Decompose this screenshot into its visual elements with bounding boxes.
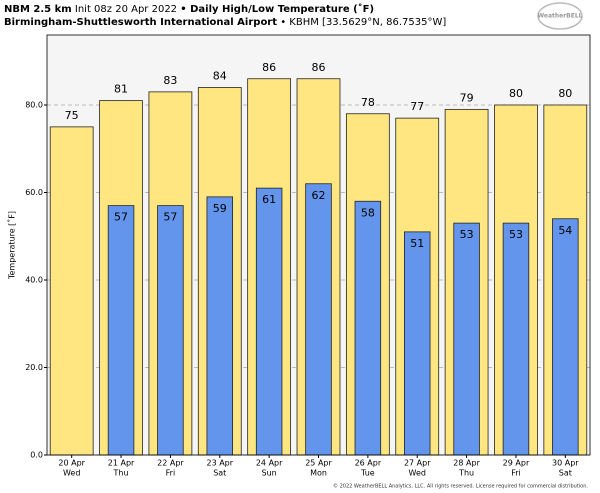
bar-high bbox=[49, 126, 94, 456]
bar-low bbox=[502, 222, 530, 456]
x-tick-sublabel: Fri bbox=[166, 469, 176, 478]
x-tick-sublabel: Fri bbox=[511, 469, 521, 478]
x-tick-label: 28 Apr bbox=[453, 459, 480, 468]
bar-low bbox=[552, 218, 579, 456]
x-tick-sublabel: Sun bbox=[262, 469, 277, 478]
value-label: 59 bbox=[213, 202, 227, 215]
value-label: 62 bbox=[312, 189, 326, 202]
bar-low bbox=[403, 231, 431, 456]
x-tick-sublabel: Sat bbox=[213, 469, 226, 478]
y-tick-label: 80.0 bbox=[25, 101, 43, 110]
y-tick-label: 60.0 bbox=[25, 188, 43, 197]
value-label: 83 bbox=[163, 74, 177, 87]
value-label: 80 bbox=[558, 87, 572, 100]
y-tick-label: 20.0 bbox=[25, 363, 43, 372]
value-label: 77 bbox=[410, 100, 424, 113]
init: Init 08z 20 Apr 2022 bbox=[75, 4, 177, 15]
x-tick-sublabel: Thu bbox=[458, 469, 474, 478]
value-label: 53 bbox=[460, 228, 474, 241]
bar-low bbox=[206, 196, 234, 456]
x-tick-label: 27 Apr bbox=[404, 459, 431, 468]
header-line-2: Birmingham-Shuttlesworth International A… bbox=[4, 17, 446, 28]
value-label: 58 bbox=[361, 206, 375, 219]
value-label: 57 bbox=[163, 211, 177, 224]
bar-low bbox=[157, 205, 184, 456]
x-tick-label: 26 Apr bbox=[355, 459, 382, 468]
x-tick-sublabel: Sat bbox=[559, 469, 572, 478]
location: Birmingham-Shuttlesworth International A… bbox=[4, 17, 277, 28]
x-tick-label: 21 Apr bbox=[108, 459, 135, 468]
model: NBM 2.5 km bbox=[4, 4, 72, 15]
x-tick-sublabel: Wed bbox=[63, 469, 80, 478]
x-tick-label: 25 Apr bbox=[305, 459, 332, 468]
x-tick-label: 23 Apr bbox=[206, 459, 233, 468]
value-label: 80 bbox=[509, 87, 523, 100]
x-tick-label: 20 Apr bbox=[58, 459, 85, 468]
y-axis-label: Temperature [˚F] bbox=[7, 211, 17, 280]
x-tick-label: 29 Apr bbox=[503, 459, 530, 468]
bar-low bbox=[255, 187, 283, 456]
x-tick-sublabel: Tue bbox=[360, 469, 375, 478]
x-tick-label: 24 Apr bbox=[256, 459, 283, 468]
x-tick-sublabel: Thu bbox=[113, 469, 129, 478]
footer: © 2022 WeatherBELL Analytics, LLC. All r… bbox=[333, 483, 588, 490]
value-label: 81 bbox=[114, 83, 128, 96]
value-label: 78 bbox=[361, 96, 375, 109]
chart-title: • Daily High/Low Temperature (˚F) bbox=[180, 3, 374, 15]
bar-low bbox=[354, 200, 382, 456]
bar-low bbox=[453, 222, 480, 456]
value-label: 57 bbox=[114, 211, 128, 224]
logo-swirl bbox=[537, 2, 583, 30]
value-label: 79 bbox=[460, 91, 474, 104]
header-line-1: NBM 2.5 km Init 08z 20 Apr 2022 • Daily … bbox=[4, 3, 374, 15]
bar-low bbox=[305, 183, 332, 456]
x-tick-sublabel: Mon bbox=[310, 469, 327, 478]
value-label: 54 bbox=[558, 224, 572, 237]
x-tick-label: 30 Apr bbox=[552, 459, 579, 468]
value-label: 61 bbox=[262, 193, 276, 206]
value-label: 86 bbox=[262, 61, 276, 74]
logo: WeatherBELL bbox=[537, 13, 582, 20]
station: • KBHM [33.5629°N, 86.7535°W] bbox=[280, 17, 446, 28]
plot-frame bbox=[46, 34, 591, 456]
value-label: 86 bbox=[312, 61, 326, 74]
y-tick-label: 40.0 bbox=[25, 276, 43, 285]
value-label: 75 bbox=[65, 109, 79, 122]
value-label: 51 bbox=[410, 237, 424, 250]
y-tick-label: 0.0 bbox=[30, 451, 43, 460]
value-label: 53 bbox=[509, 228, 523, 241]
value-label: 84 bbox=[213, 70, 227, 83]
x-tick-label: 22 Apr bbox=[157, 459, 184, 468]
x-tick-sublabel: Wed bbox=[409, 469, 426, 478]
bar-low bbox=[107, 205, 135, 456]
